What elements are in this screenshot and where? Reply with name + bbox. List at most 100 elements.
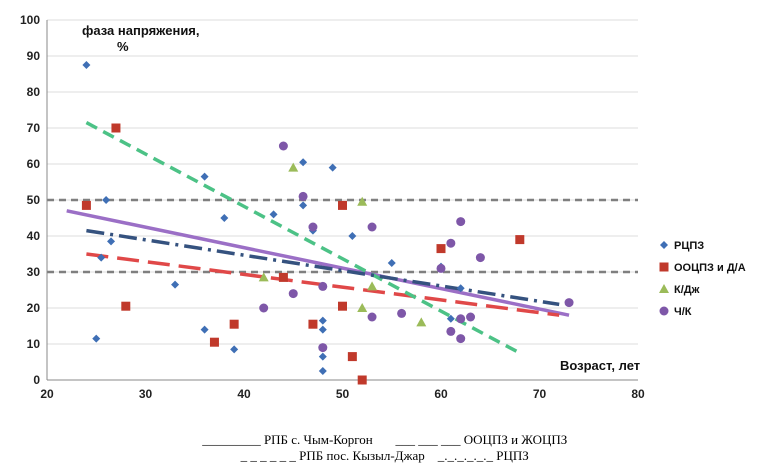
data-point [102,196,111,204]
axes [46,20,638,381]
data-point [308,222,318,232]
x-tick-label: 40 [237,387,251,401]
data-point [278,141,288,151]
legend-marker [659,306,669,316]
x-tick-label: 70 [533,387,547,401]
legend-marker [659,284,669,293]
reference-lines [47,198,638,274]
data-point [397,308,407,318]
y-tick-label: 50 [27,193,41,207]
data-point [288,162,299,172]
series-2 [81,123,525,385]
y-tick-label: 90 [27,49,41,63]
data-point [357,303,368,312]
x-tick-label: 30 [139,387,153,401]
data-point [209,337,219,347]
data-point [92,334,101,343]
data-point [446,326,456,336]
y-tick-label: 70 [27,121,41,135]
trendlines [66,121,570,355]
data-point [220,214,229,222]
data-point [338,200,347,210]
legend-label: РЦПЗ [674,240,704,252]
data-point [299,158,308,167]
scatter-chart: 0 10 20 30 40 50 60 70 80 90 100 20 30 40 50 60 70 80 фаз… [20,13,746,401]
data-point [111,123,121,133]
data-point [338,301,347,311]
series-4 [259,141,574,353]
legend-label: ООЦПЗ и Д/А [674,262,746,274]
data-point [466,312,476,322]
tick-labels: 0 10 20 30 40 50 60 70 80 90 100 20 30 40 50 60 70 80 [20,13,645,401]
data-point [416,317,427,327]
data-point [456,314,466,324]
caption-marker-longdash: ___ ___ ___ [395,432,461,447]
series-1 [82,61,465,375]
y-tick-label: 20 [27,301,41,315]
data-point [200,325,209,334]
y-axis-label-line1: фаза напряжения, [82,23,200,38]
data-point [171,280,180,289]
x-tick-label: 80 [631,387,645,401]
data-point [456,217,466,227]
data-point [475,253,485,263]
y-tick-label: 0 [33,373,40,387]
legend: РЦПЗ ООЦПЗ и Д/А К/Дж Ч/К [659,240,746,318]
data-points [81,61,574,385]
y-tick-label: 100 [20,13,40,27]
data-point [367,222,377,232]
data-point [367,312,377,322]
data-point [318,343,328,353]
data-point [436,263,446,273]
data-point [367,281,378,291]
data-point [318,281,328,291]
caption-text-chym-korgon: РПБ с. Чым-Коргон [260,432,373,447]
data-point [387,259,396,267]
data-point [230,345,239,354]
data-point [269,210,278,219]
y-axis-label-line2: % [117,39,129,54]
data-point [318,325,327,334]
caption-marker-dashdot: _._._._._._ [437,448,494,463]
trendline-3 [85,121,521,355]
y-tick-label: 10 [27,337,41,351]
data-point [121,301,131,311]
x-tick-label: 50 [336,387,350,401]
legend-label: К/Дж [674,284,700,296]
data-point [515,235,525,245]
trendline-1 [66,209,570,317]
data-point [348,232,357,240]
data-point [200,172,209,181]
data-point [564,298,574,308]
data-point [318,352,327,361]
legend-marker [660,241,668,249]
caption-marker-solid: _________ [202,432,261,447]
data-point [299,201,308,210]
data-point [357,196,368,206]
data-point [318,367,327,375]
data-point [318,316,327,325]
caption-text-rcpz: РЦПЗ [493,448,529,463]
series-3 [258,162,427,327]
data-point [436,244,446,254]
x-axis-label: Возраст, лет [560,358,640,373]
caption-text-kyzyl-jar: РПБ пос. Кызыл-Джар [295,448,425,463]
data-point [97,253,106,262]
data-point [229,319,239,329]
data-point [81,200,91,210]
caption-line-1: _________ РПБ с. Чым-Коргон ___ ___ ___ … [0,416,763,448]
caption-text-oocpz: ООЦПЗ и ЖОЦПЗ [460,432,568,447]
caption-marker-dash: _ _ _ _ _ _ [240,448,296,463]
y-tick-label: 30 [27,265,41,279]
data-point [446,314,455,323]
data-point [278,272,288,282]
data-point [446,238,456,248]
data-point [288,289,298,299]
data-point [347,352,357,362]
data-point [82,61,91,69]
data-point [258,272,269,282]
x-tick-label: 60 [434,387,448,401]
legend-label: Ч/К [674,306,692,318]
y-tick-label: 80 [27,85,41,99]
trendline-4 [86,228,560,307]
